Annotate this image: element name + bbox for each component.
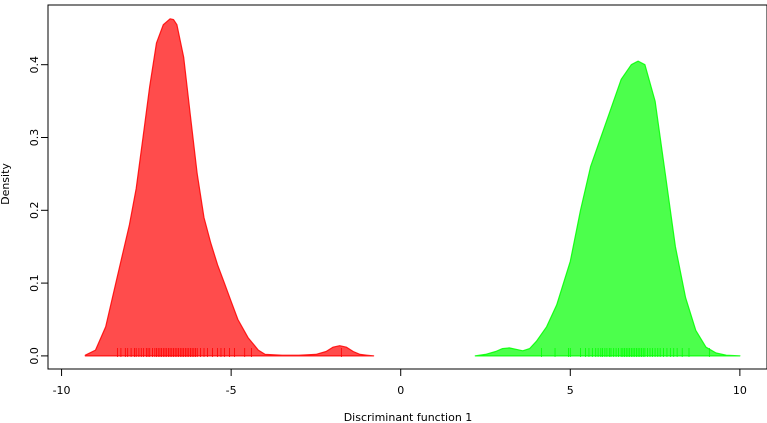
y-tick-label: 0.2: [28, 202, 41, 220]
y-axis-title: Density: [0, 163, 12, 205]
x-tick-label: -10: [53, 384, 71, 397]
series-layer: [84, 18, 741, 357]
x-tick-label: 5: [567, 384, 574, 397]
density-area-1: [474, 60, 741, 357]
x-tick-label: 0: [397, 384, 404, 397]
x-tick-label: -5: [226, 384, 237, 397]
x-axis: -10 -5 0 5 10: [53, 368, 747, 397]
y-tick-label: 0.1: [28, 274, 41, 292]
rug-layer: [117, 348, 710, 357]
x-tick-label: 10: [733, 384, 747, 397]
density-area-0: [84, 18, 375, 357]
y-axis: 0.0 0.1 0.2 0.3 0.4: [28, 56, 49, 365]
x-axis-title: Discriminant function 1: [344, 411, 473, 423]
y-tick-label: 0.4: [28, 56, 41, 74]
y-tick-label: 0.0: [28, 347, 41, 365]
y-tick-label: 0.3: [28, 129, 41, 147]
